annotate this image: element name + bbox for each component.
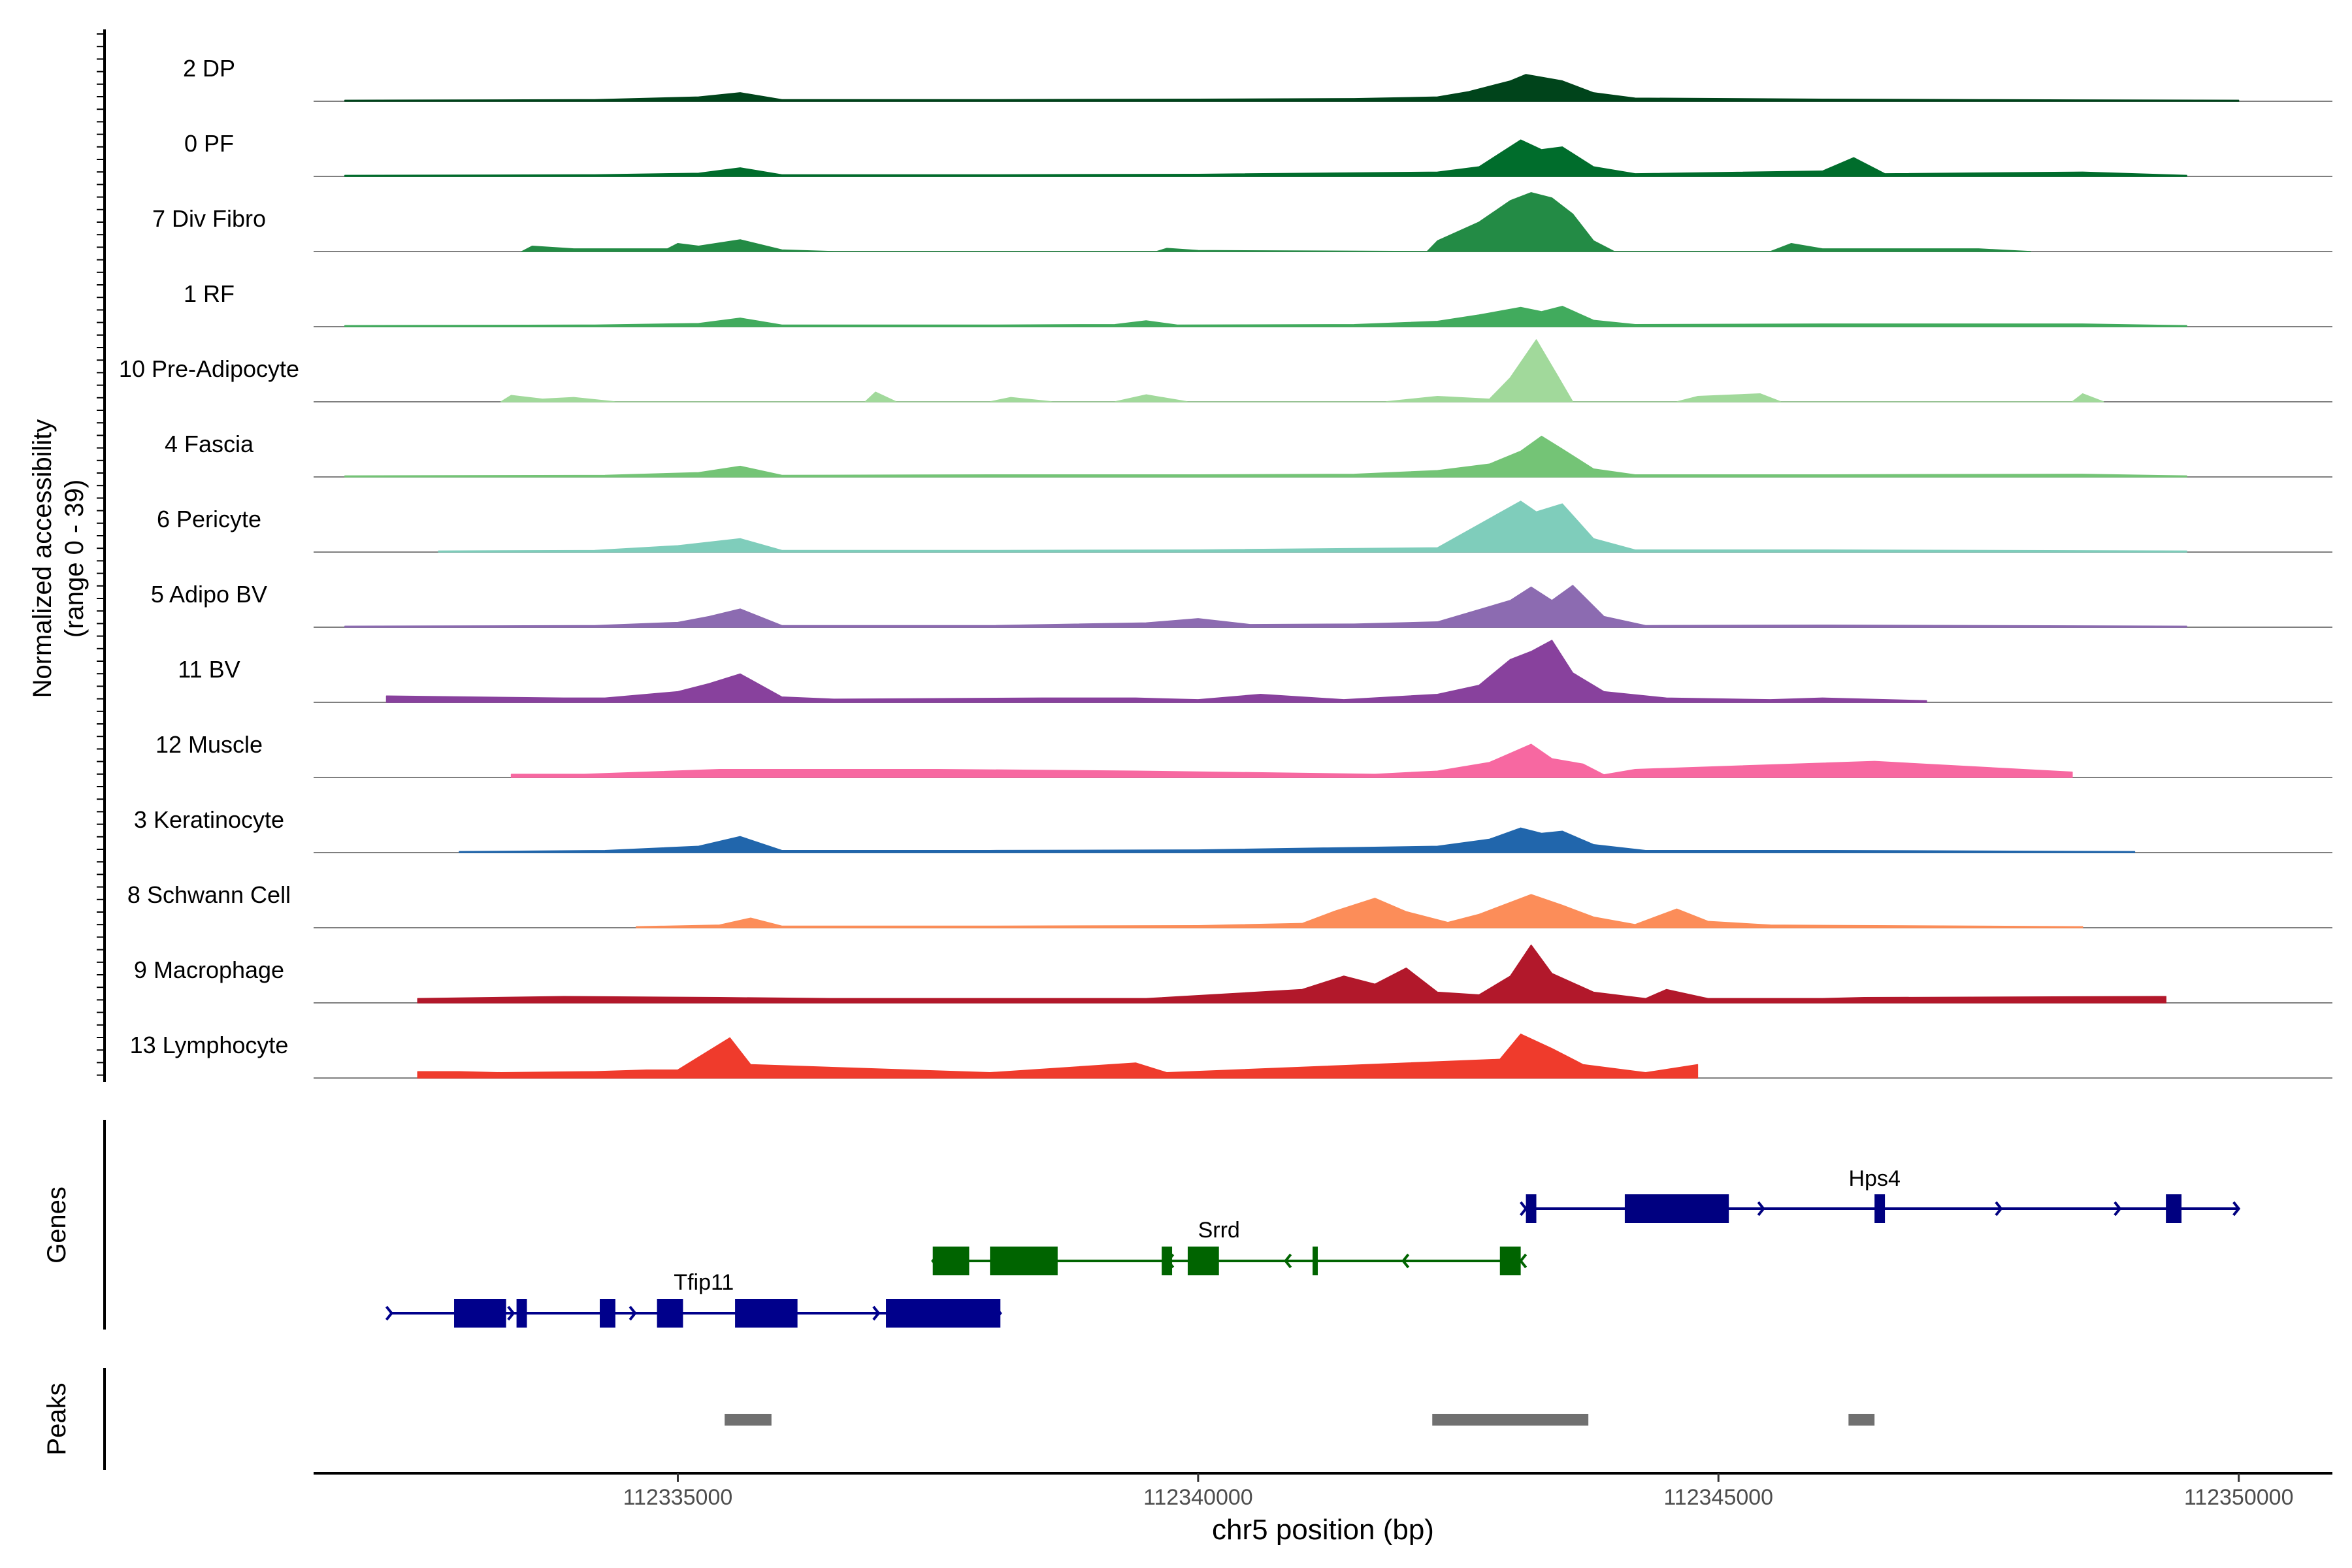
exon-block	[1187, 1247, 1219, 1275]
exon-block	[516, 1299, 527, 1328]
x-axis-ticks: 112335000 112340000 112345000 112350000	[623, 1473, 2294, 1510]
strand-chevron	[1995, 1201, 2003, 1217]
track-label-1-rf: 1 RF	[184, 280, 235, 307]
track-label-7-div-fibro: 7 Div Fibro	[152, 205, 266, 232]
track-label-2-dp: 2 DP	[183, 55, 235, 82]
track-label-0-pf: 0 PF	[184, 130, 234, 157]
x-tick-label: 112345000	[1663, 1485, 1773, 1510]
exon-block	[454, 1299, 506, 1328]
exon-block	[886, 1299, 1001, 1328]
track-label-3-keratinocyte: 3 Keratinocyte	[134, 806, 284, 833]
x-axis-label: chr5 position (bp)	[1212, 1514, 1434, 1546]
track-label-4-fascia: 4 Fascia	[165, 431, 254, 457]
exon-block	[1874, 1194, 1886, 1223]
track-label-5-adipo-bv: 5 Adipo BV	[151, 581, 267, 608]
genes-y-axis-label: Genes	[42, 1186, 71, 1264]
exon-block	[1313, 1247, 1318, 1275]
track-label-13-lymphocyte: 13 Lymphocyte	[130, 1032, 289, 1058]
coverage-area-11-bv	[385, 640, 1927, 703]
strand-chevron	[1520, 1201, 1528, 1217]
x-tick-label: 112335000	[623, 1485, 733, 1510]
track-7-div-fibro: 7 Div Fibro	[152, 192, 2332, 252]
gene-label-hps4: Hps4	[1848, 1166, 1900, 1191]
strand-chevron	[385, 1305, 394, 1321]
x-tick-label: 112350000	[2184, 1485, 2294, 1510]
track-9-macrophage: 9 Macrophage	[134, 944, 2332, 1004]
exon-block	[932, 1247, 970, 1275]
coverage-area-13-lymphocyte	[417, 1034, 1699, 1079]
coverage-area-8-schwann-cell	[636, 894, 2083, 928]
track-10-pre-adipocyte: 10 Pre-Adipocyte	[119, 339, 2332, 402]
track-label-12-muscle: 12 Muscle	[155, 731, 263, 758]
peak-region	[1848, 1414, 1875, 1426]
track-3-keratinocyte: 3 Keratinocyte	[134, 806, 2332, 853]
track-label-8-schwann-cell: 8 Schwann Cell	[127, 881, 291, 908]
exon-block	[1624, 1194, 1729, 1223]
coverage-area-12-muscle	[510, 743, 2073, 778]
track-5-adipo-bv: 5 Adipo BV	[151, 581, 2332, 628]
coverage-area-9-macrophage	[417, 944, 2166, 1004]
strand-chevron	[1284, 1253, 1292, 1269]
exon-block	[735, 1299, 798, 1328]
exon-block	[1162, 1247, 1173, 1275]
strand-chevron	[2232, 1201, 2241, 1217]
track-6-pericyte: 6 Pericyte	[157, 500, 2332, 553]
track-4-fascia: 4 Fascia	[165, 431, 2332, 478]
track-label-6-pericyte: 6 Pericyte	[157, 506, 261, 532]
track-label-11-bv: 11 BV	[178, 656, 240, 683]
strand-chevron	[872, 1305, 881, 1321]
track-8-schwann-cell: 8 Schwann Cell	[127, 881, 2332, 928]
track-13-lymphocyte: 13 Lymphocyte	[130, 1032, 2332, 1079]
exon-block	[600, 1299, 615, 1328]
strand-chevron	[1519, 1253, 1527, 1269]
coverage-area-1-rf	[344, 306, 2187, 327]
coverage-area-5-adipo-bv	[344, 585, 2187, 628]
x-tick-label: 112340000	[1143, 1485, 1253, 1510]
peaks-y-axis-label: Peaks	[42, 1382, 71, 1455]
exon-block	[2166, 1194, 2182, 1223]
track-11-bv: 11 BV	[178, 640, 2332, 703]
gene-label-tfip11: Tfip11	[674, 1270, 734, 1295]
coverage-area-6-pericyte	[438, 500, 2187, 553]
coverage-tracks: 2 DP 0 PF 7 Div Fibro 1 RF 10 Pre-Adipocyte 4…	[119, 55, 2332, 1079]
gene-hps4: Hps4	[1520, 1166, 2241, 1223]
gene-tfip11: Tfip11	[385, 1270, 1002, 1328]
coverage-y-axis-label: Normalized accessibility	[28, 419, 57, 698]
track-label-9-macrophage: 9 Macrophage	[134, 956, 284, 983]
track-0-pf: 0 PF	[184, 130, 2332, 177]
coverage-area-3-keratinocyte	[459, 827, 2136, 853]
coverage-area-0-pf	[344, 139, 2187, 177]
strand-chevron	[507, 1305, 515, 1321]
peak-regions	[725, 1414, 1875, 1426]
strand-chevron	[1757, 1201, 1765, 1217]
coverage-area-2-dp	[344, 74, 2240, 102]
coverage-area-7-div-fibro	[521, 192, 2031, 252]
peak-region	[725, 1414, 772, 1426]
coverage-area-4-fascia	[344, 435, 2187, 478]
strand-chevron	[629, 1305, 637, 1321]
track-12-muscle: 12 Muscle	[155, 731, 2332, 778]
strand-chevron	[1401, 1253, 1410, 1269]
gene-models: Hps4 Srrd Tfip11	[385, 1166, 2241, 1328]
track-label-10-pre-adipocyte: 10 Pre-Adipocyte	[119, 355, 299, 382]
gene-label-srrd: Srrd	[1198, 1218, 1240, 1243]
peak-region	[1432, 1414, 1589, 1426]
coverage-area-10-pre-adipocyte	[500, 339, 2104, 402]
exon-block	[1526, 1194, 1537, 1223]
exon-block	[1499, 1247, 1521, 1275]
track-2-dp: 2 DP	[183, 55, 2332, 102]
strand-chevron	[2114, 1201, 2122, 1217]
exon-block	[657, 1299, 683, 1328]
gene-srrd: Srrd	[931, 1218, 1527, 1275]
track-1-rf: 1 RF	[184, 280, 2332, 327]
exon-block	[990, 1247, 1058, 1275]
coverage-y-ticks	[97, 33, 105, 1076]
coverage-y-axis-range-label: (range 0 - 39)	[60, 480, 89, 638]
